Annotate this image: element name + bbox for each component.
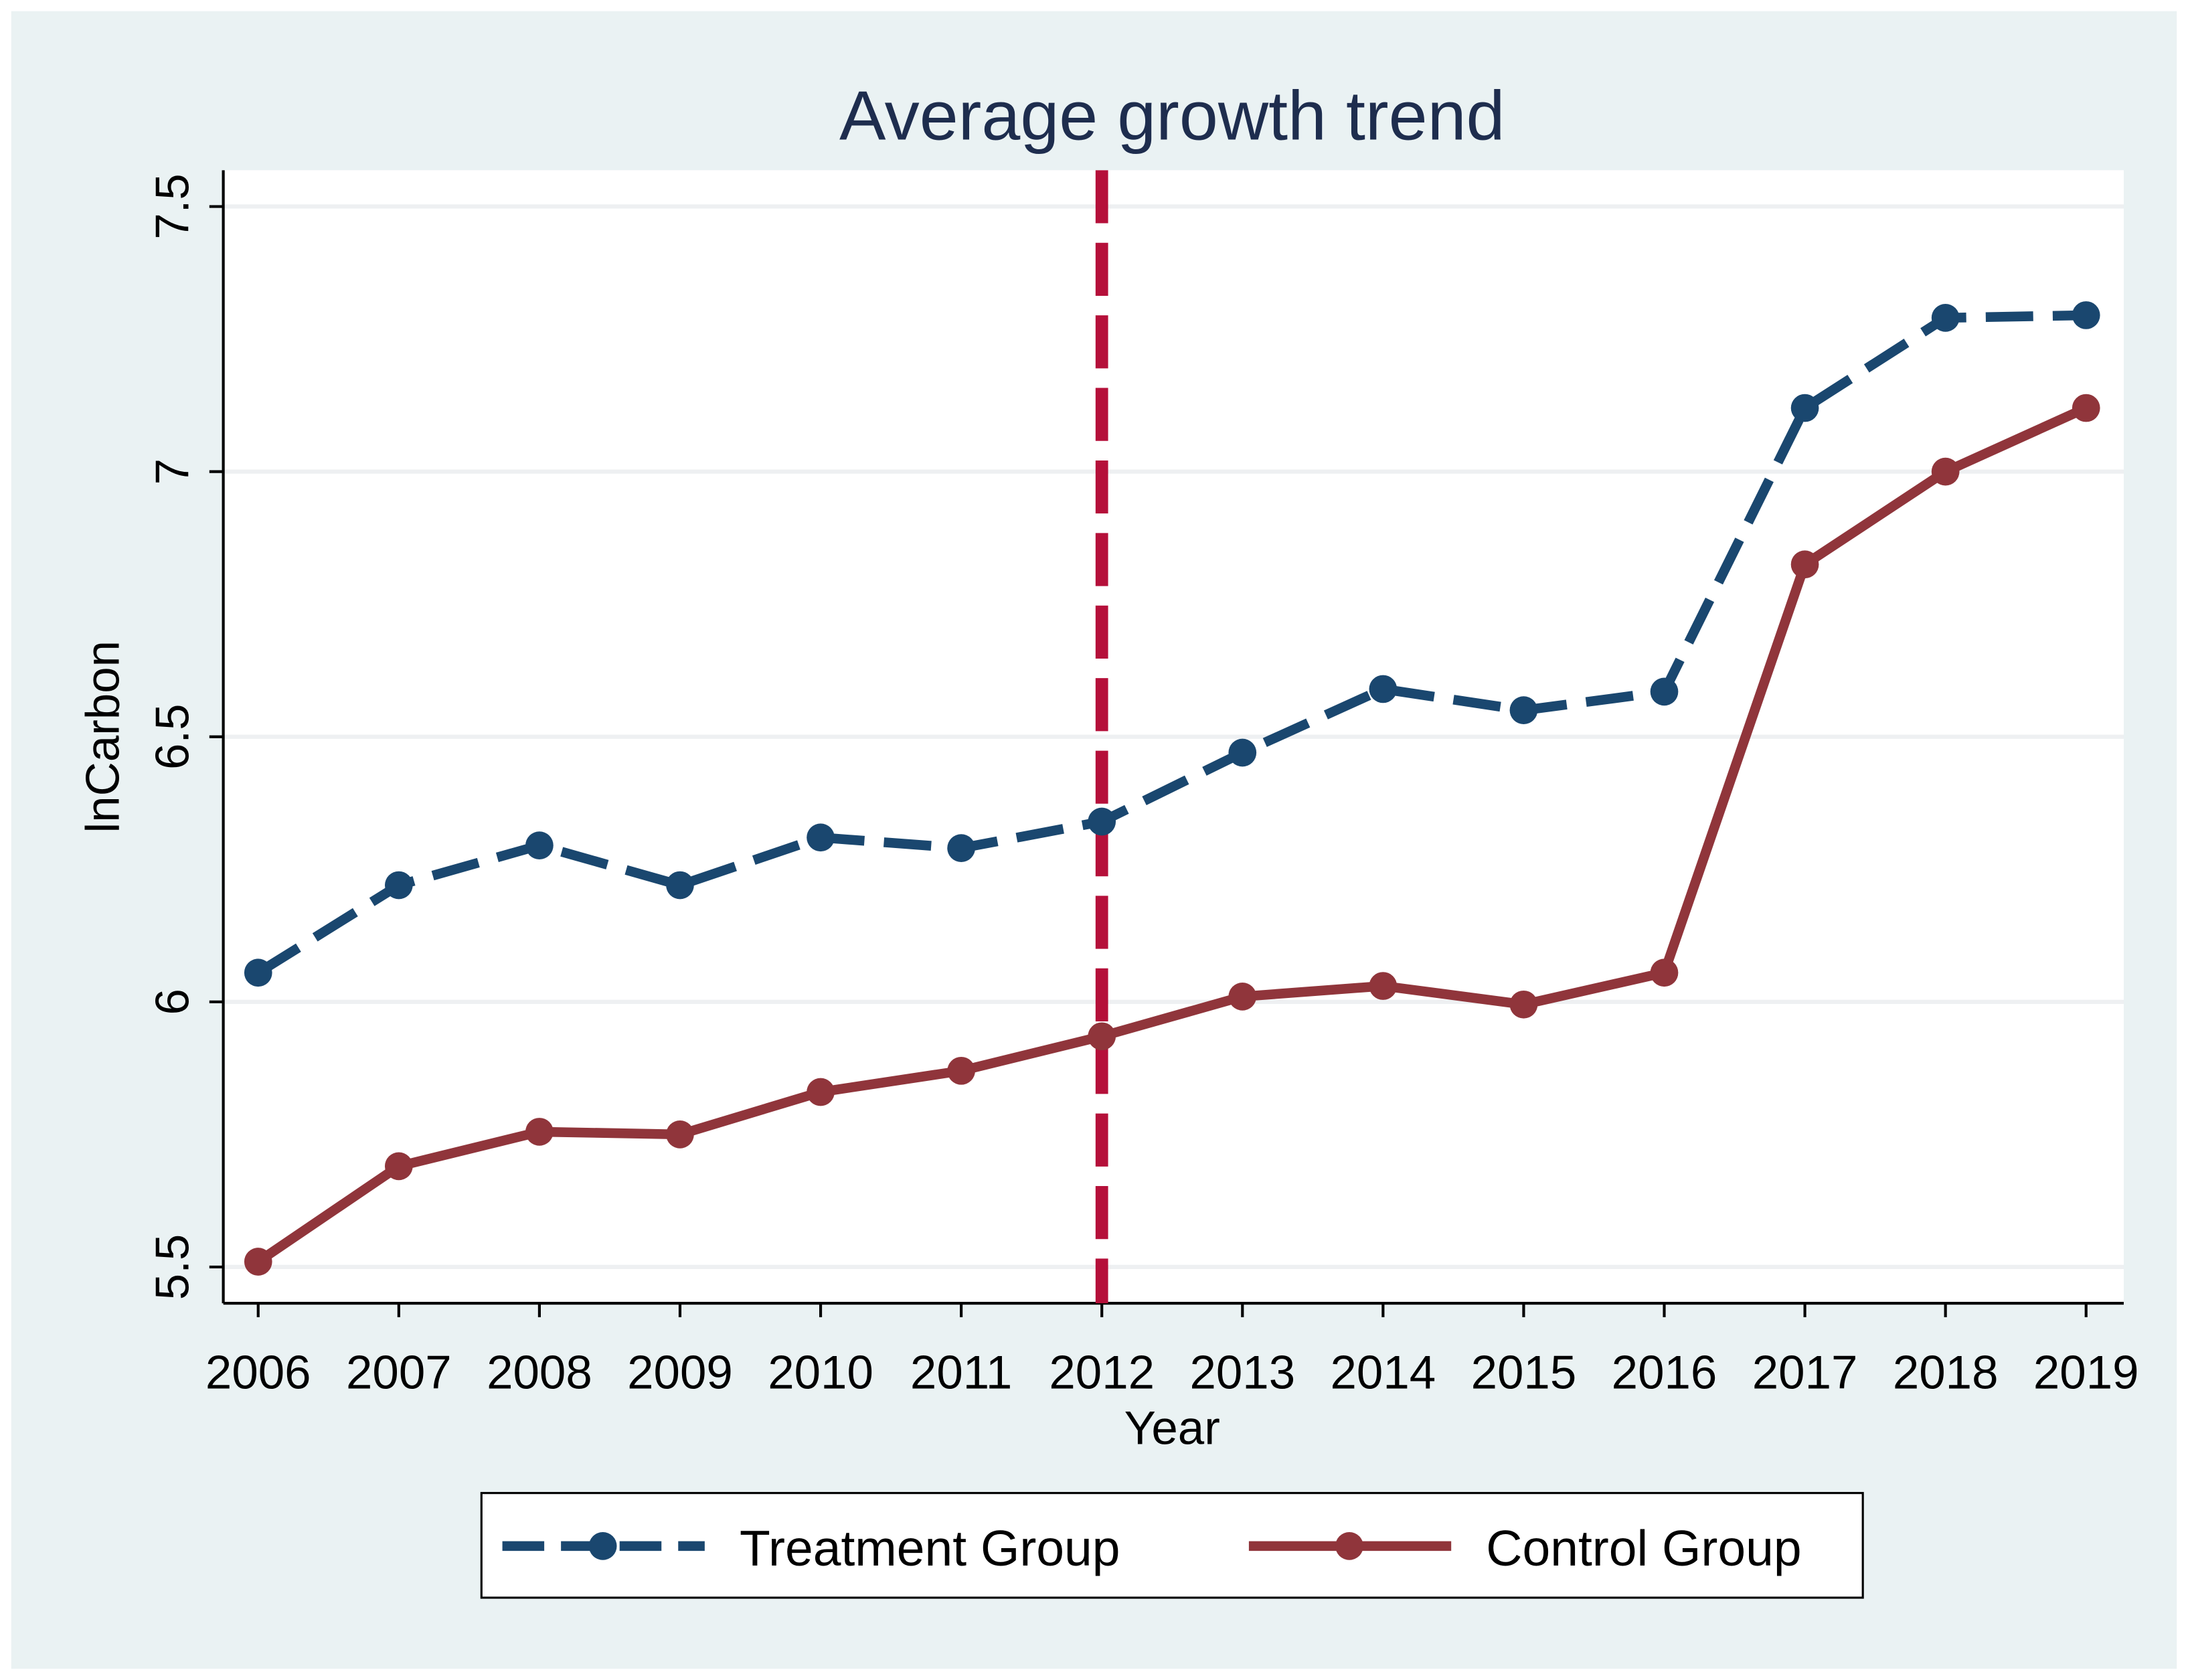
treatment-point <box>1509 696 1538 724</box>
treatment-point <box>2072 301 2100 329</box>
x-tick-label: 2007 <box>346 1346 452 1399</box>
treatment-point <box>807 823 835 852</box>
treatment-point <box>244 958 272 987</box>
x-tick-label: 2011 <box>910 1346 1012 1399</box>
x-tick-label: 2012 <box>1049 1346 1155 1399</box>
legend-control-label: Control Group <box>1486 1520 1801 1576</box>
y-tick-label: 5.5 <box>147 1234 199 1300</box>
gridlines <box>223 204 2124 1270</box>
x-tick-label: 2016 <box>1612 1346 1717 1399</box>
control-point <box>244 1248 272 1276</box>
treatment-point <box>1228 738 1257 767</box>
control-point <box>1369 972 1398 1000</box>
legend-treatment-marker <box>588 1532 617 1560</box>
x-tick-label: 2014 <box>1331 1346 1436 1399</box>
y-tick-label: 6 <box>147 989 199 1015</box>
series-layer <box>244 170 2100 1304</box>
x-axis-label: Year <box>1124 1402 1220 1455</box>
treatment-point <box>1790 394 1819 422</box>
x-tick-label: 2015 <box>1471 1346 1577 1399</box>
legend: Treatment Group Control Group <box>480 1492 1864 1599</box>
legend-control-marker <box>1335 1532 1363 1560</box>
control-point <box>1228 983 1257 1011</box>
control-point <box>666 1120 694 1149</box>
control-point <box>1650 958 1679 987</box>
control-point <box>1509 990 1538 1019</box>
treatment-point <box>384 871 413 900</box>
treatment-line <box>255 310 2086 977</box>
control-point <box>384 1152 413 1181</box>
legend-box <box>480 1492 1864 1599</box>
axes: 5.5 6 6.5 7 7.5 2006 2007 2008 2009 2010 2011 2012 2… <box>147 170 2139 1399</box>
treatment-point <box>947 834 975 862</box>
treatment-point <box>1931 304 1960 332</box>
x-tick-label: 2008 <box>487 1346 592 1399</box>
control-line <box>255 403 2088 1266</box>
x-tick-label: 2009 <box>627 1346 733 1399</box>
control-point <box>807 1078 835 1106</box>
treatment-point <box>525 831 554 859</box>
control-point <box>1088 1022 1116 1051</box>
treatment-point <box>666 871 694 900</box>
x-tick-label: 2013 <box>1189 1346 1295 1399</box>
treatment-point <box>1369 675 1398 703</box>
x-tick-label: 2018 <box>1893 1346 1999 1399</box>
control-point <box>947 1056 975 1085</box>
y-tick-label: 7 <box>147 458 199 485</box>
control-point <box>1931 457 1960 486</box>
legend-treatment-label: Treatment Group <box>740 1520 1120 1576</box>
control-point <box>525 1118 554 1146</box>
control-point <box>1790 550 1819 579</box>
x-tick-label: 2017 <box>1752 1346 1858 1399</box>
x-tick-label: 2019 <box>2033 1346 2139 1399</box>
treatment-point <box>1088 807 1116 836</box>
y-tick-label: 6.5 <box>147 703 199 770</box>
x-tick-label: 2006 <box>205 1346 311 1399</box>
control-point <box>2072 394 2100 422</box>
treatment-point <box>1650 677 1679 706</box>
y-tick-label: 7.5 <box>147 173 199 240</box>
x-tick-label: 2010 <box>768 1346 873 1399</box>
y-axis-label: lnCarbon <box>76 641 129 833</box>
chart-title: Average growth trend <box>839 77 1505 155</box>
